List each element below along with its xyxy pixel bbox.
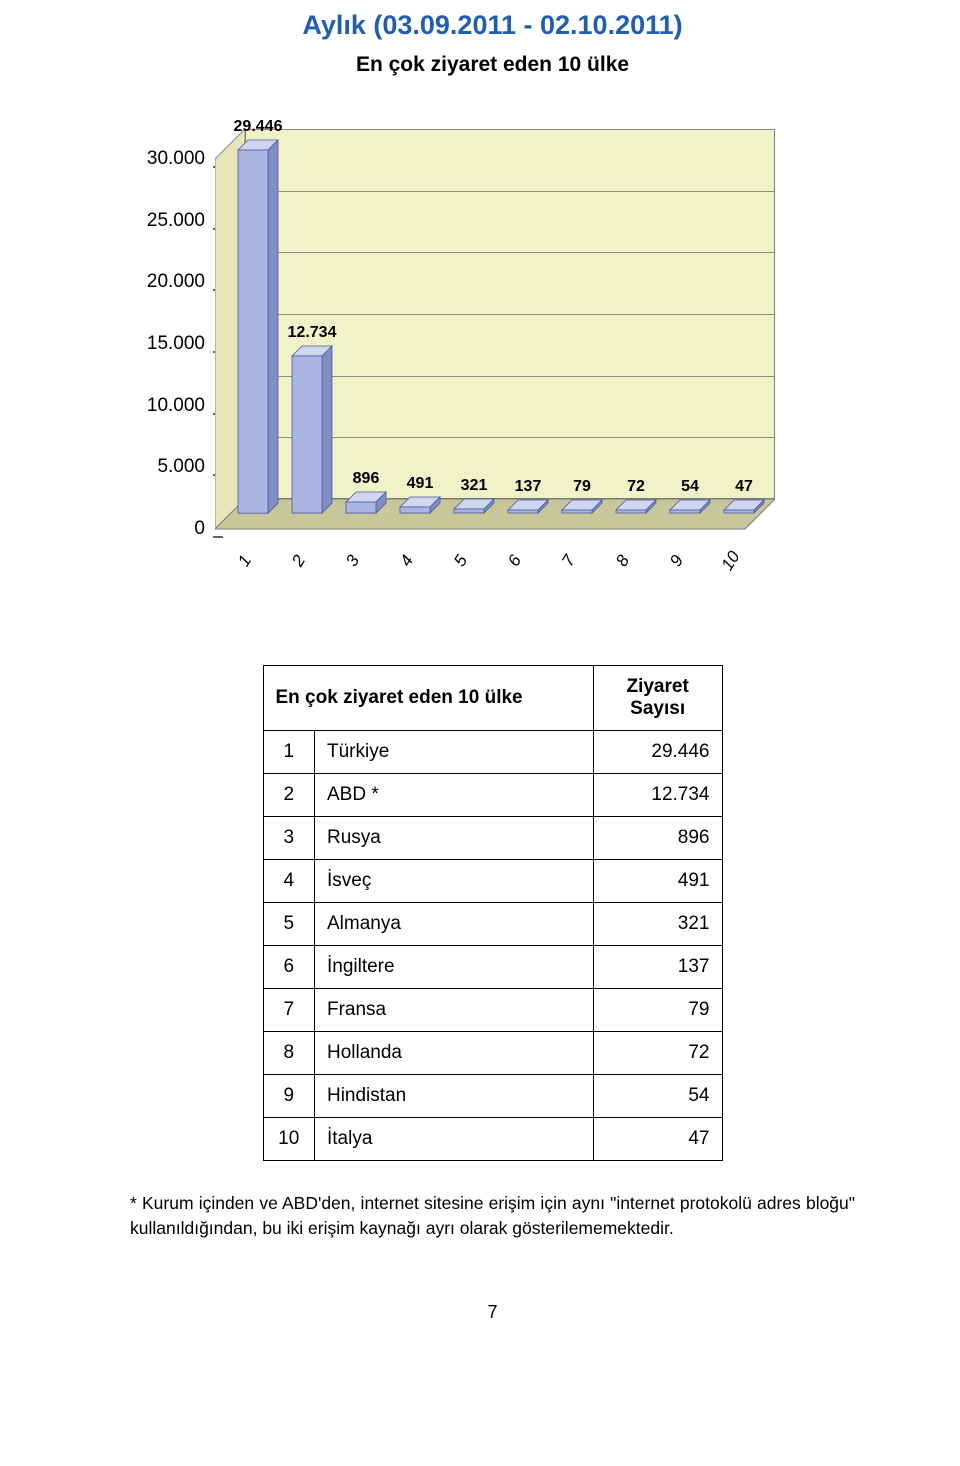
bar-value-label: 12.734 xyxy=(288,324,337,342)
country-cell: İngiltere xyxy=(314,946,593,989)
visitor-chart: 0 5.000 10.000 15.000 20.000 25.000 30.000 29.… xyxy=(115,95,835,615)
table-row: 4 İsveç 491 xyxy=(263,860,722,903)
y-tick-label: 15.000 xyxy=(115,333,205,355)
table-row: 2 ABD * 12.734 xyxy=(263,774,722,817)
bar-value-label: 29.446 xyxy=(234,118,283,136)
value-cell: 47 xyxy=(593,1118,722,1161)
rank-cell: 9 xyxy=(263,1075,314,1118)
country-cell: ABD * xyxy=(314,774,593,817)
rank-cell: 1 xyxy=(263,731,314,774)
table-row: 7 Fransa 79 xyxy=(263,989,722,1032)
gridline xyxy=(245,314,775,315)
country-cell: Türkiye xyxy=(314,731,593,774)
value-cell: 12.734 xyxy=(593,774,722,817)
bar-value-label: 137 xyxy=(515,478,542,496)
footnote: * Kurum içinden ve ABD'den, internet sit… xyxy=(130,1191,855,1242)
gridline xyxy=(245,129,775,130)
table-row: 5 Almanya 321 xyxy=(263,903,722,946)
chart-bar xyxy=(346,492,382,559)
value-cell: 72 xyxy=(593,1032,722,1075)
chart-bar xyxy=(454,499,490,559)
country-cell: Hindistan xyxy=(314,1075,593,1118)
bar-value-label: 79 xyxy=(573,478,591,496)
chart-bar xyxy=(400,497,436,559)
chart-bar xyxy=(238,140,274,559)
page-title: Aylık (03.09.2011 - 02.10.2011) xyxy=(115,10,870,41)
country-cell: Hollanda xyxy=(314,1032,593,1075)
gridline xyxy=(245,191,775,192)
gridline xyxy=(245,252,775,253)
chart-bar xyxy=(562,500,598,559)
table-row: 3 Rusya 896 xyxy=(263,817,722,860)
bar-value-label: 72 xyxy=(627,478,645,496)
value-cell: 54 xyxy=(593,1075,722,1118)
rank-cell: 4 xyxy=(263,860,314,903)
bar-value-label: 491 xyxy=(407,475,434,493)
y-tick-label: 25.000 xyxy=(115,210,205,232)
country-cell: İsveç xyxy=(314,860,593,903)
bar-value-label: 896 xyxy=(353,470,380,488)
y-tick-label: 20.000 xyxy=(115,271,205,293)
rank-cell: 10 xyxy=(263,1118,314,1161)
rank-cell: 2 xyxy=(263,774,314,817)
value-cell: 29.446 xyxy=(593,731,722,774)
table-row: 8 Hollanda 72 xyxy=(263,1032,722,1075)
chart-bar xyxy=(292,346,328,559)
chart-bar xyxy=(616,500,652,559)
y-tick-label: 5.000 xyxy=(115,456,205,478)
chart-bar xyxy=(508,500,544,559)
chart-subtitle: En çok ziyaret eden 10 ülke xyxy=(115,53,870,77)
value-cell: 896 xyxy=(593,817,722,860)
rank-cell: 8 xyxy=(263,1032,314,1075)
table-header-left: En çok ziyaret eden 10 ülke xyxy=(263,666,593,731)
table-row: 6 İngiltere 137 xyxy=(263,946,722,989)
value-cell: 491 xyxy=(593,860,722,903)
bar-value-label: 47 xyxy=(735,478,753,496)
value-cell: 79 xyxy=(593,989,722,1032)
rank-cell: 6 xyxy=(263,946,314,989)
value-cell: 321 xyxy=(593,903,722,946)
country-cell: Fransa xyxy=(314,989,593,1032)
rank-cell: 5 xyxy=(263,903,314,946)
table-row: 1 Türkiye 29.446 xyxy=(263,731,722,774)
country-cell: Rusya xyxy=(314,817,593,860)
page-number: 7 xyxy=(115,1302,870,1323)
rank-cell: 3 xyxy=(263,817,314,860)
table-header-right: Ziyaret Sayısı xyxy=(593,666,722,731)
value-cell: 137 xyxy=(593,946,722,989)
country-cell: Almanya xyxy=(314,903,593,946)
visitor-table: En çok ziyaret eden 10 ülke Ziyaret Sayı… xyxy=(263,665,723,1161)
table-row: 9 Hindistan 54 xyxy=(263,1075,722,1118)
y-tick-label: 0 xyxy=(115,518,205,540)
chart-bar xyxy=(670,500,706,559)
bar-value-label: 54 xyxy=(681,478,699,496)
rank-cell: 7 xyxy=(263,989,314,1032)
y-tick-label: 30.000 xyxy=(115,148,205,170)
bar-value-label: 321 xyxy=(461,477,488,495)
table-row: 10 İtalya 47 xyxy=(263,1118,722,1161)
country-cell: İtalya xyxy=(314,1118,593,1161)
y-tick-label: 10.000 xyxy=(115,395,205,417)
chart-plot-area: 29.446 12.734 896 491 321 137 79 72 54 4… xyxy=(215,129,775,559)
